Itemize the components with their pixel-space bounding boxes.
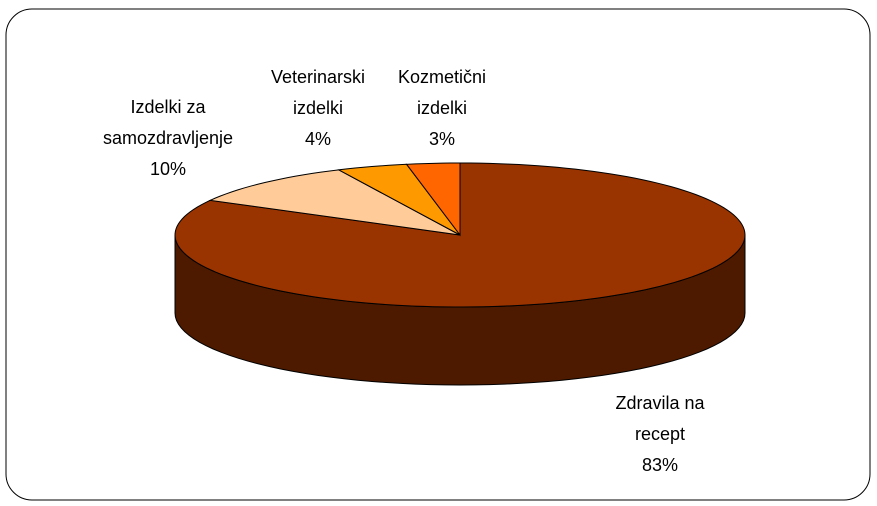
pie-slice (337, 163, 461, 236)
slice-label: Veterinarski izdelki 4% (261, 62, 376, 155)
slice-label: Izdelki za samozdravljenje 10% (88, 92, 248, 185)
pie-slice (208, 169, 461, 236)
slice-label: Zdravila na recept 83% (600, 388, 720, 481)
value-label: 10% (149, 159, 187, 179)
category-label: Zdravila na recept (615, 393, 705, 444)
category-label: Veterinarski izdelki (270, 67, 366, 118)
slice-label: Kozmetični izdelki 3% (390, 62, 495, 155)
value-label: 3% (428, 129, 455, 149)
value-label: 4% (304, 129, 331, 149)
category-label: Kozmetični izdelki (397, 67, 487, 118)
category-label: Izdelki za samozdravljenje (102, 97, 234, 148)
value-label: 83% (641, 455, 679, 475)
pie-slice (405, 162, 461, 237)
